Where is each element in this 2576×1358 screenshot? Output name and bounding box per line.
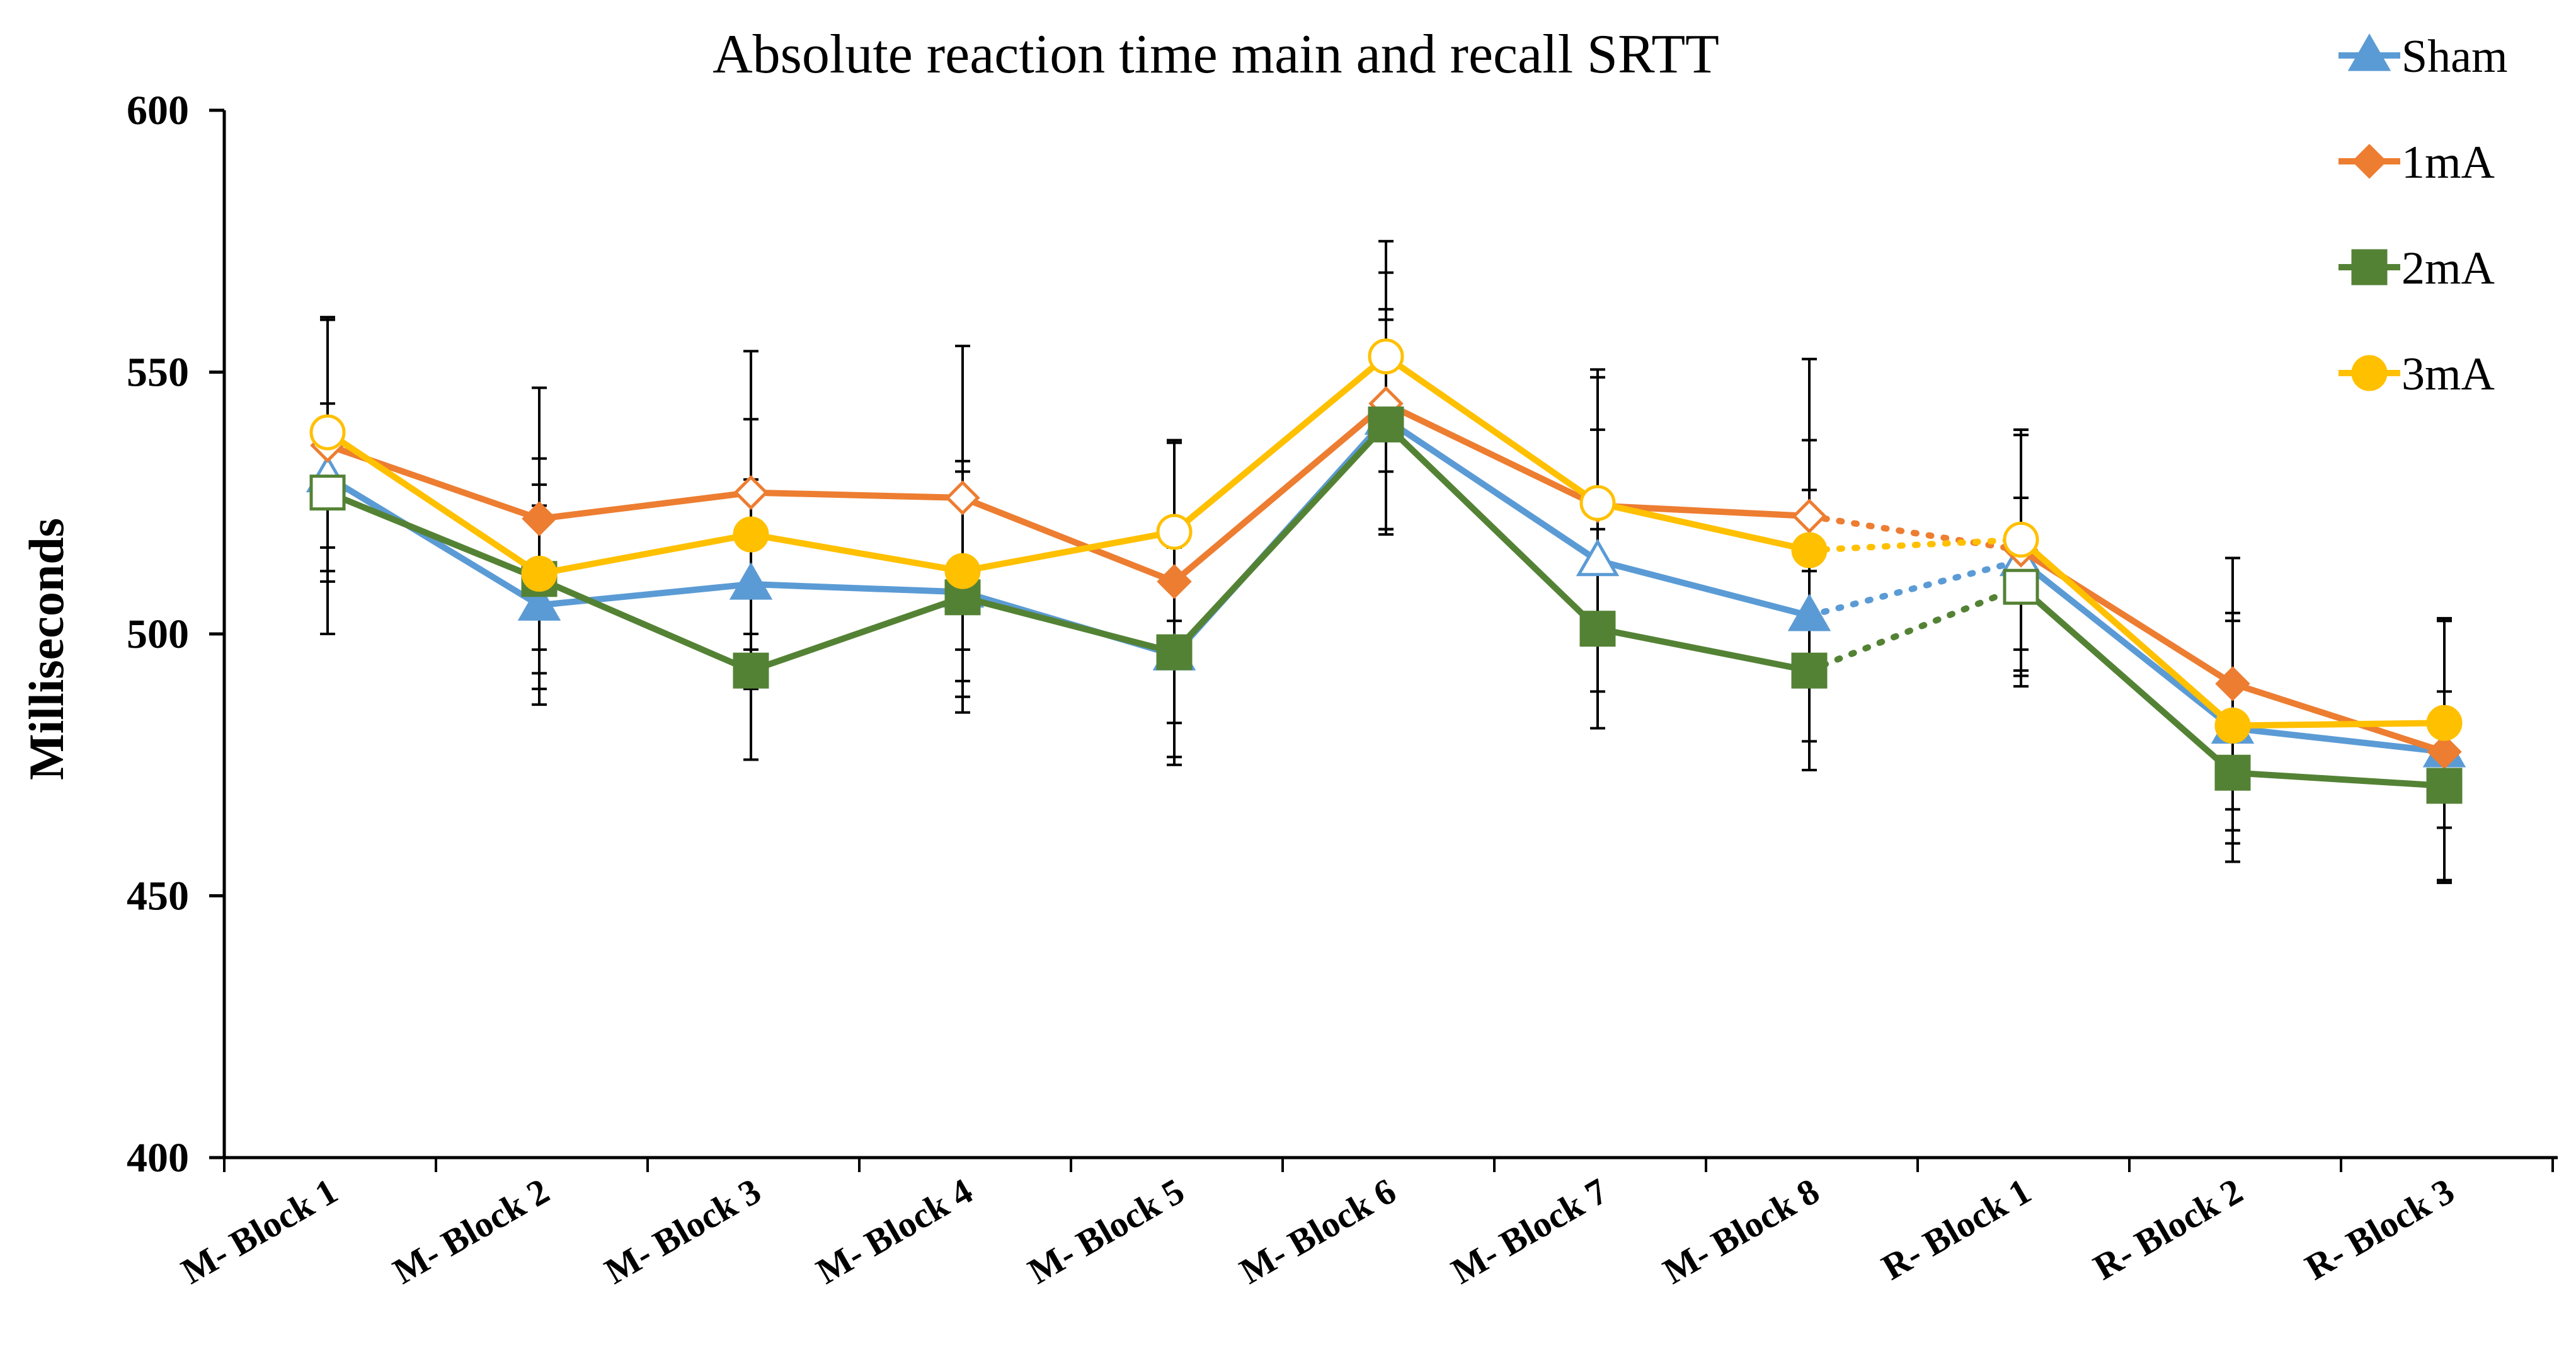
legend-item-1mA: 1mA <box>2338 137 2495 188</box>
series-2mA <box>309 406 2463 804</box>
legend-label: Sham <box>2401 31 2508 83</box>
error-bars <box>320 239 2452 884</box>
legend-label: 3mA <box>2401 348 2495 400</box>
x-tick-label: M- Block 1 <box>175 1170 345 1292</box>
legend-label: 2mA <box>2401 243 2495 294</box>
y-tick-label: 450 <box>127 873 189 919</box>
series-line-main <box>326 353 1811 577</box>
legend-marker <box>2352 144 2387 179</box>
data-point <box>1368 338 1404 375</box>
y-ticks: 400 450 500 550 600 <box>127 88 224 1181</box>
y-tick-label: 400 <box>127 1135 189 1181</box>
data-point <box>2426 705 2463 741</box>
data-point <box>1787 593 1831 631</box>
series-line-gap <box>1806 536 2024 554</box>
series-line-gap <box>1806 584 2024 674</box>
data-point <box>944 553 981 589</box>
legend-label: 1mA <box>2401 137 2495 188</box>
data-point <box>1157 564 1192 599</box>
legend-item-2mA: 2mA <box>2338 243 2495 294</box>
y-tick-label: 500 <box>127 611 189 657</box>
x-tick-label: M- Block 5 <box>1021 1170 1191 1292</box>
legend-item-Sham: Sham <box>2338 31 2508 83</box>
data-point <box>2427 734 2462 769</box>
data-point <box>944 579 981 616</box>
x-tick-label: M- Block 6 <box>1233 1170 1403 1292</box>
y-tick-label: 600 <box>127 88 189 134</box>
series-line-main <box>326 400 1810 585</box>
data-point <box>2003 568 2039 605</box>
x-tick-label: M- Block 3 <box>598 1170 768 1292</box>
legend-marker <box>2351 249 2388 285</box>
x-tick-label: M- Block 4 <box>810 1170 980 1292</box>
x-tick-label: M- Block 2 <box>386 1170 556 1292</box>
x-ticks: M- Block 1 M- Block 2 M- Block 3 M- Block 4… <box>175 1158 2554 1292</box>
data-point <box>1368 406 1404 443</box>
series-line-gap <box>1806 513 2024 554</box>
data-point <box>2426 768 2463 804</box>
data-point <box>1156 634 1193 670</box>
series-3mA <box>309 338 2463 744</box>
data-point <box>1791 652 1828 689</box>
y-axis-label: Milliseconds <box>19 518 74 780</box>
data-point <box>733 652 769 689</box>
legend-marker <box>2347 33 2391 71</box>
data-point <box>2214 707 2251 744</box>
series-layer <box>306 338 2466 804</box>
data-point <box>1791 532 1828 568</box>
legend-marker <box>2351 355 2388 391</box>
data-point <box>309 414 346 451</box>
data-point <box>1579 611 1616 647</box>
data-point <box>309 475 346 511</box>
data-point <box>729 562 773 600</box>
data-point <box>517 583 561 621</box>
x-tick-label: M- Block 8 <box>1656 1170 1826 1292</box>
axes <box>222 110 2558 1159</box>
data-point <box>1792 498 1827 534</box>
x-tick-label: R- Block 3 <box>2298 1170 2461 1288</box>
x-tick-label: R- Block 2 <box>2087 1170 2250 1288</box>
x-tick-label: M- Block 7 <box>1445 1170 1615 1292</box>
data-point <box>2215 666 2250 701</box>
data-point <box>1579 485 1616 521</box>
series-line-gap <box>1806 557 2024 619</box>
data-point <box>521 555 558 592</box>
data-point <box>2214 754 2251 791</box>
data-point <box>522 501 557 536</box>
data-point <box>945 480 980 515</box>
data-point <box>1576 538 1620 577</box>
legend: Sham 1mA 2mA 3mA <box>2338 31 2508 400</box>
series-1mA <box>310 386 2462 769</box>
legend-item-3mA: 3mA <box>2338 348 2495 400</box>
data-point <box>733 475 769 510</box>
data-point <box>2003 521 2039 558</box>
data-point <box>1156 514 1193 550</box>
chart-title: Absolute reaction time main and recall S… <box>713 24 1719 85</box>
y-tick-label: 550 <box>127 350 189 396</box>
data-point <box>733 516 769 553</box>
series-line-main <box>326 421 1810 674</box>
x-tick-label: R- Block 1 <box>1875 1170 2038 1288</box>
